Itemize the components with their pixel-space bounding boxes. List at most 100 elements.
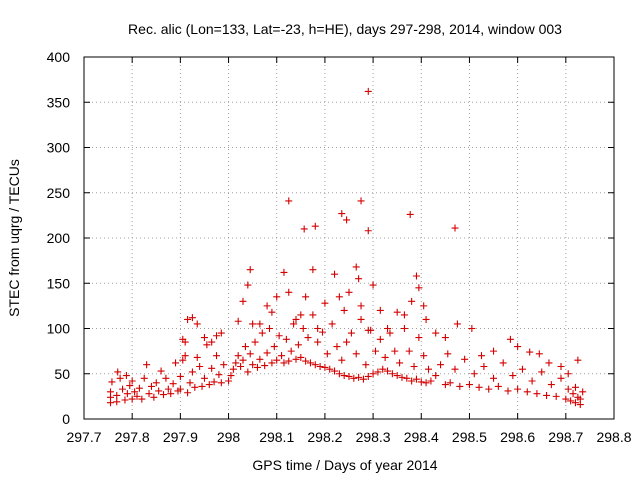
data-point: [225, 377, 233, 385]
data-point: [309, 266, 317, 274]
data-point: [350, 374, 358, 382]
data-point: [290, 320, 298, 328]
data-point: [535, 350, 543, 358]
data-point: [249, 320, 257, 328]
data-point: [273, 293, 281, 301]
data-point: [461, 355, 469, 363]
data-point: [131, 388, 139, 396]
data-point: [400, 325, 408, 332]
data-point: [427, 377, 435, 385]
data-point: [176, 385, 184, 393]
data-point: [333, 343, 341, 351]
data-point: [557, 374, 565, 382]
data-point: [213, 332, 220, 340]
data-point: [246, 266, 254, 274]
data-point: [244, 281, 252, 289]
data-point: [210, 378, 218, 386]
data-point: [196, 363, 204, 371]
data-point: [179, 356, 187, 364]
data-point: [345, 288, 353, 296]
data-point: [297, 311, 305, 319]
grid-lines: [84, 57, 614, 419]
data-point: [406, 210, 414, 218]
data-point: [352, 350, 360, 358]
data-point: [480, 363, 488, 371]
data-point: [420, 302, 428, 310]
data-point: [162, 374, 170, 382]
data-point: [122, 372, 130, 380]
data-point: [456, 382, 464, 390]
y-tick-label: 400: [47, 49, 71, 65]
data-point: [169, 380, 177, 388]
data-point: [357, 302, 365, 310]
data-point: [506, 335, 514, 343]
data-point: [331, 367, 339, 375]
data-point: [203, 341, 211, 349]
data-point: [432, 329, 440, 337]
data-point: [335, 293, 343, 301]
data-point: [328, 320, 336, 328]
data-point: [258, 329, 266, 337]
data-point: [114, 368, 122, 376]
data-point: [381, 353, 389, 361]
data-point: [314, 325, 322, 332]
data-point: [287, 347, 295, 355]
x-tick-label: 297.7: [66, 429, 101, 445]
data-point: [384, 325, 392, 332]
data-point: [191, 383, 199, 391]
data-point: [523, 388, 531, 396]
data-point: [306, 359, 314, 367]
data-point: [410, 363, 418, 371]
data-point: [188, 368, 196, 376]
data-point: [217, 329, 225, 337]
data-point: [181, 338, 189, 346]
data-point: [280, 359, 288, 367]
x-tick-label: 298.5: [452, 429, 487, 445]
data-point: [126, 382, 134, 390]
data-point: [571, 383, 579, 391]
data-point: [391, 347, 399, 355]
data-point: [246, 350, 254, 358]
data-point: [386, 329, 394, 337]
data-point: [234, 317, 242, 325]
data-point: [215, 371, 223, 379]
data-point: [451, 224, 459, 232]
data-point: [359, 375, 367, 383]
data-point: [321, 299, 329, 307]
data-point: [113, 398, 121, 406]
data-point: [285, 357, 293, 365]
data-point: [176, 372, 184, 380]
data-point: [545, 359, 553, 367]
data-point: [538, 368, 546, 376]
x-tick-label: 298.6: [500, 429, 535, 445]
data-point: [562, 395, 570, 403]
data-point: [150, 393, 158, 401]
y-tick-label: 0: [62, 411, 70, 427]
data-point: [152, 379, 160, 387]
data-point: [302, 293, 310, 301]
data-point: [292, 355, 300, 363]
data-point: [420, 352, 428, 360]
data-point: [362, 361, 370, 369]
data-point: [164, 385, 172, 393]
data-point: [343, 216, 351, 224]
data-point: [140, 374, 148, 382]
y-tick-label: 50: [54, 366, 70, 382]
data-point: [229, 365, 237, 373]
data-point: [309, 311, 317, 319]
data-point: [193, 320, 201, 328]
data-point: [422, 315, 430, 323]
data-point: [232, 359, 240, 367]
data-point: [326, 365, 334, 373]
data-point: [256, 355, 264, 363]
data-point: [415, 334, 423, 342]
data-point: [338, 356, 346, 364]
data-point: [133, 392, 141, 400]
data-point: [451, 365, 459, 373]
data-point: [509, 372, 517, 380]
data-point: [528, 377, 536, 385]
data-point: [270, 343, 278, 351]
data-point: [405, 347, 413, 355]
data-point: [364, 326, 372, 334]
